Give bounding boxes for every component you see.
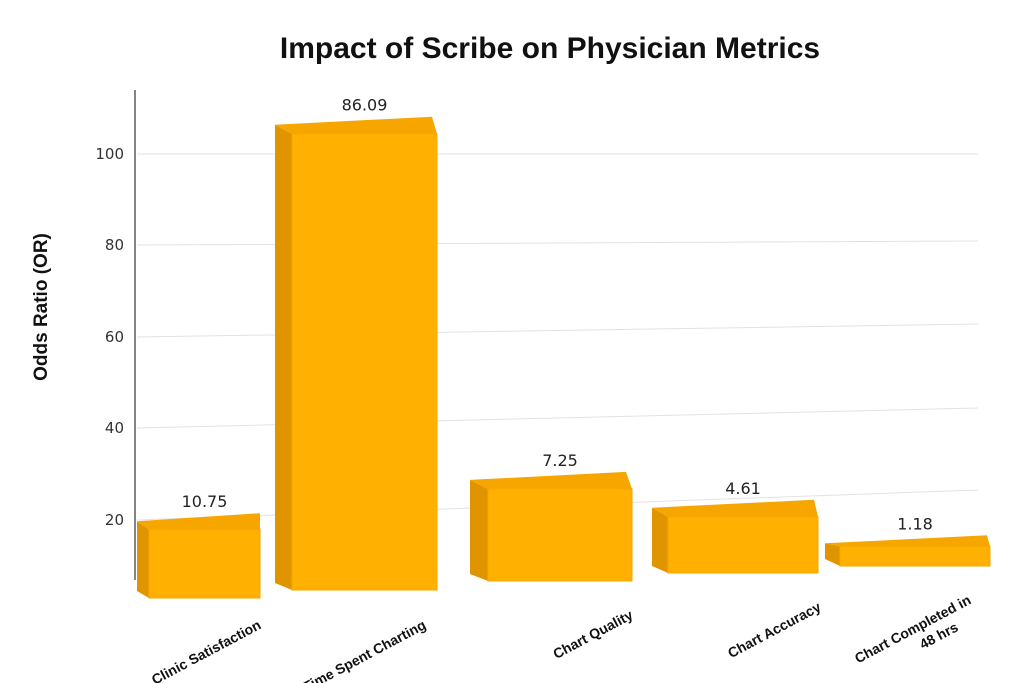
data-label: 1.18 [897,514,933,533]
category-label: Chart Accuracy [725,598,824,661]
category-label: Chart Completed in48 hrs [852,592,982,683]
y-axis-label: Odds Ratio (OR) [31,233,52,381]
data-label: 10.75 [182,492,228,511]
category-label: Time Spent Charting [300,617,428,683]
bar [652,499,819,574]
bar-front-face [148,528,261,599]
bar-top-face [275,116,437,134]
bar-side-face [137,521,149,598]
data-label: 4.61 [725,479,761,498]
bar [275,116,438,591]
chart-title: Impact of Scribe on Physician Metrics [280,32,820,65]
y-tick-label: 100 [95,145,124,163]
bar [470,471,633,582]
gridline [136,407,979,429]
data-label: 7.25 [542,451,578,470]
bar-side-face [470,479,488,581]
category-labels: Clinic Satisfaction Time Spent Charting Ch… [149,592,982,683]
bar [825,535,991,567]
gridline [136,323,979,338]
gridline [136,240,979,246]
bar-side-face [275,124,292,591]
y-tick-label: 60 [105,328,124,346]
category-label: Clinic Satisfaction [149,617,264,683]
data-label: 86.09 [342,96,388,115]
bar-front-face [291,133,438,591]
data-labels: 10.75 86.09 7.25 4.61 1.18 [182,96,933,534]
y-tick-label: 20 [105,511,124,529]
bars [137,116,991,599]
bar [137,513,261,599]
bar-front-face [487,488,633,582]
category-label: Chart Quality [550,606,635,661]
bar-side-face [825,543,840,566]
y-tick-labels: 20 40 60 80 100 [95,145,124,529]
bar-top-face [825,535,990,547]
bar-front-face [839,545,991,567]
bar-top-face [652,499,818,517]
bar-top-face [137,513,260,530]
bar-top-face [470,471,632,489]
y-tick-label: 80 [105,236,124,254]
bar-front-face [667,516,819,574]
y-tick-label: 40 [105,419,124,437]
bar-side-face [652,507,668,573]
